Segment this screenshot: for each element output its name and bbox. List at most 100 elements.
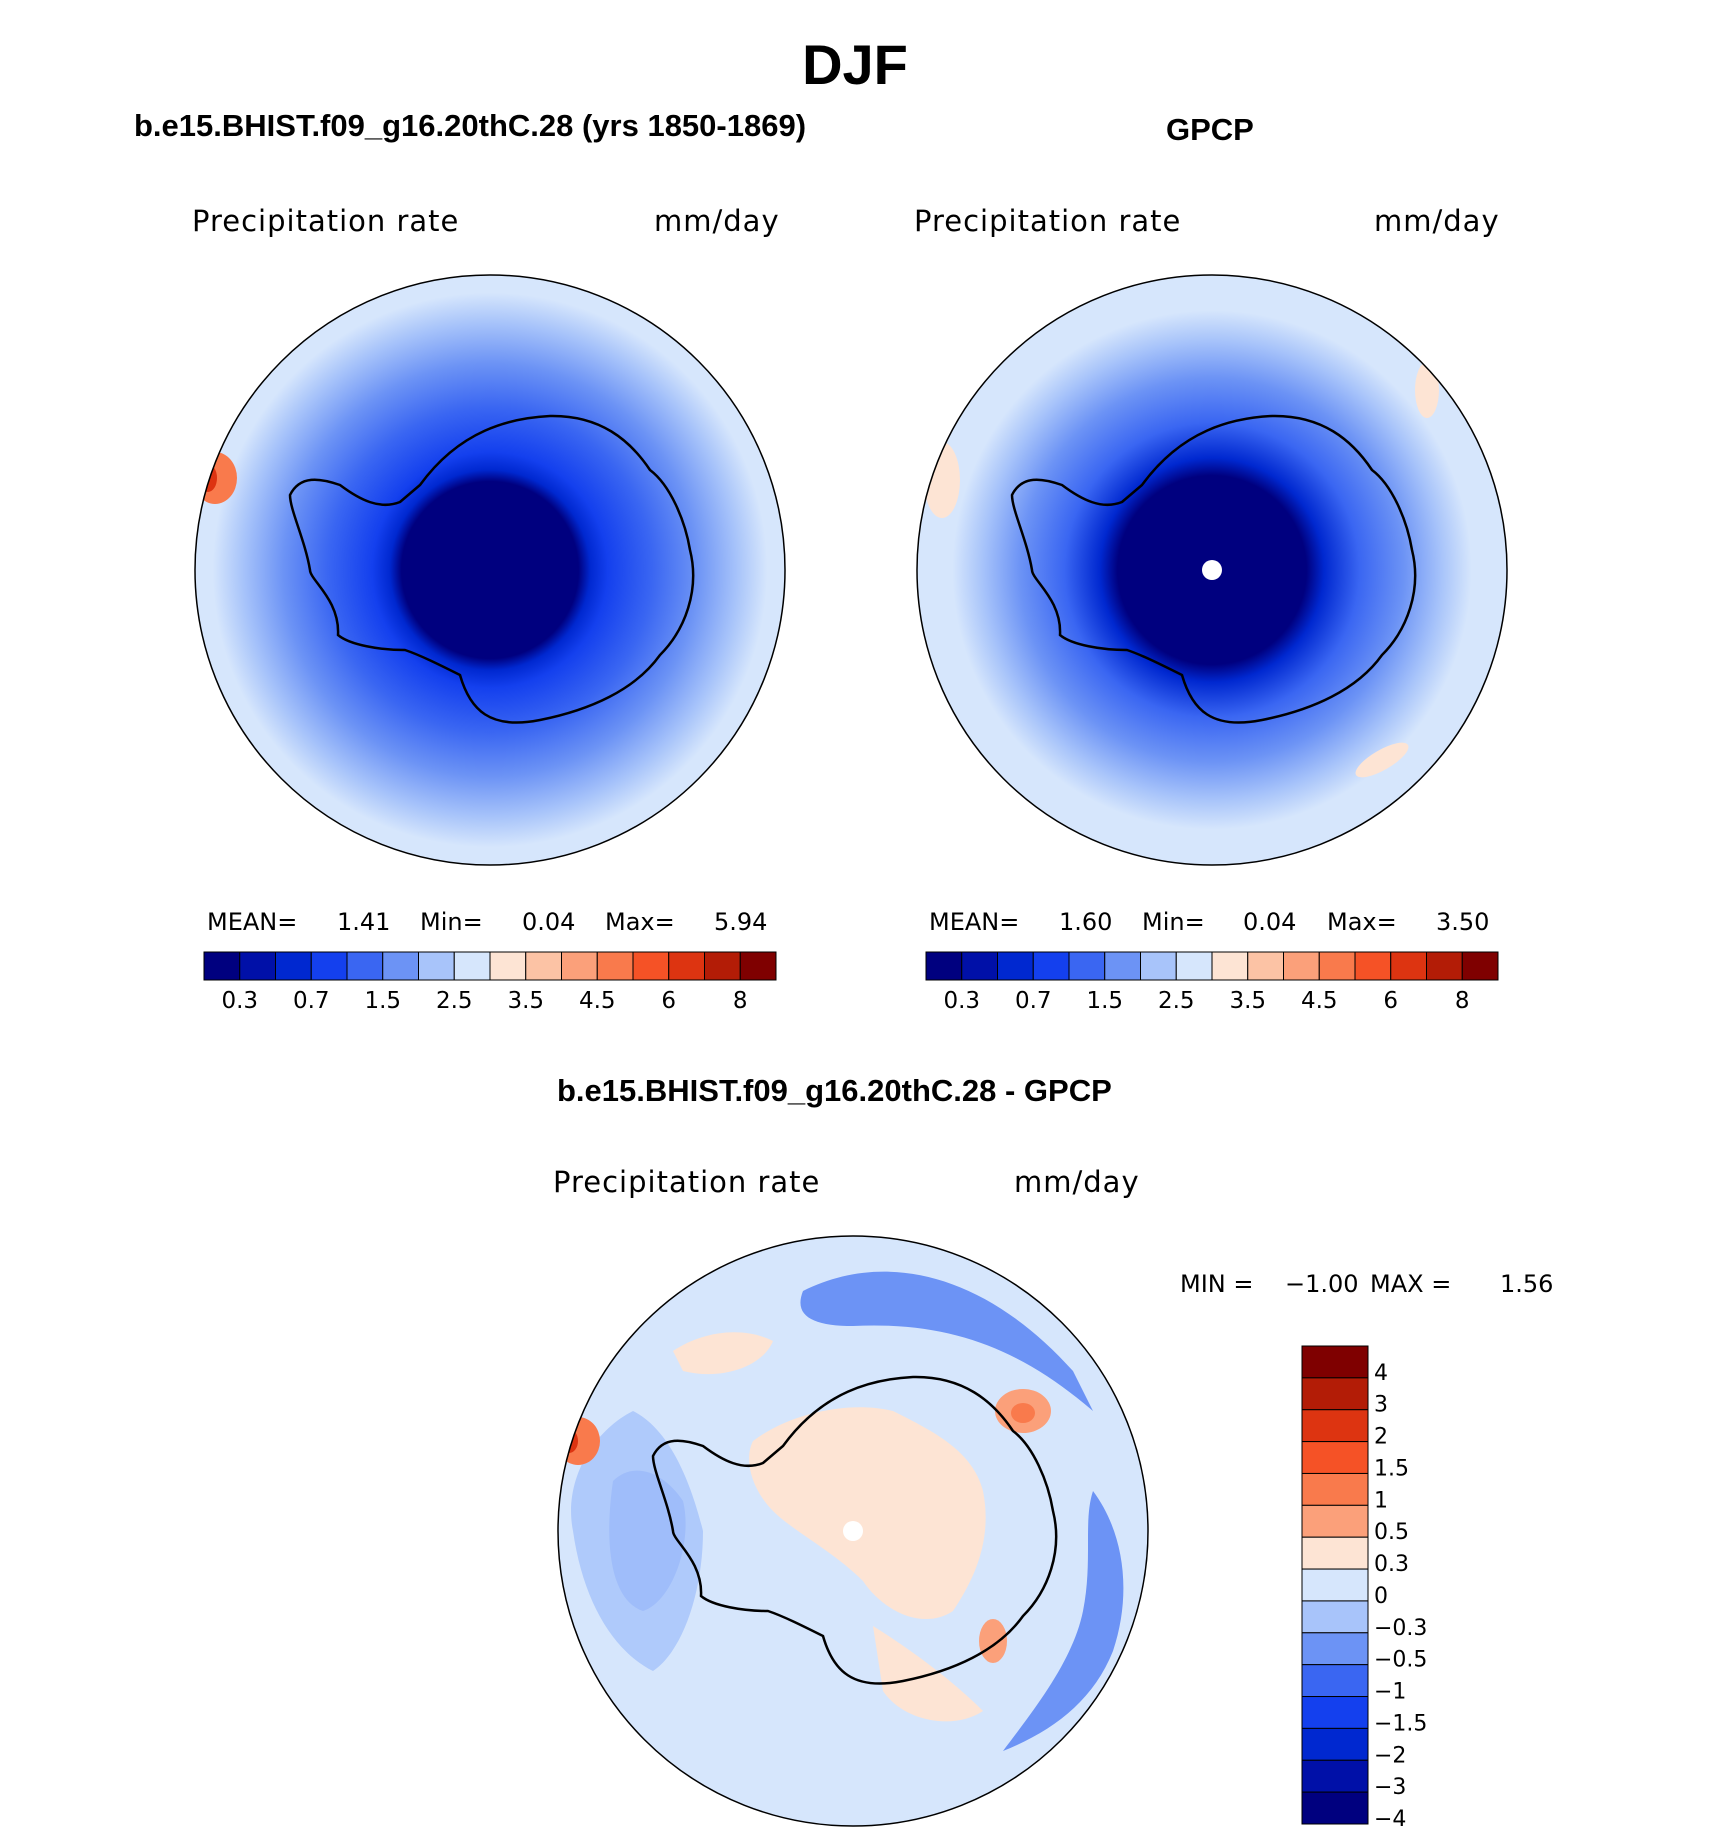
panel3-coastline [651, 1375, 1058, 1685]
colorbar-swatch [1301, 1504, 1369, 1538]
panel3-title: b.e15.BHIST.f09_g16.20thC.28 - GPCP [557, 1073, 1112, 1108]
colorbar-swatch [310, 951, 348, 981]
colorbar-swatch [1301, 1791, 1369, 1825]
colorbar-tick-label: −0.3 [1374, 1616, 1427, 1641]
panel1-max-label: Max= [605, 908, 675, 936]
colorbar-swatch [489, 951, 527, 981]
panel3-min-value: −1.00 [1285, 1270, 1359, 1298]
panel1-mean-value: 1.41 [337, 908, 391, 936]
colorbar-tick-label: 4 [1374, 1361, 1388, 1386]
panel1-max-value: 5.94 [714, 908, 768, 936]
colorbar-tick-label: −0.5 [1374, 1648, 1427, 1673]
colorbar-tick-label: 3 [1374, 1393, 1388, 1418]
colorbar-tick-label: 0.7 [293, 988, 330, 1014]
panel1-field [195, 275, 785, 865]
panel2-min-value: 0.04 [1243, 908, 1297, 936]
colorbar-tick-label: −1.5 [1374, 1711, 1427, 1736]
colorbar-tick-label: 6 [661, 988, 676, 1014]
colorbar-tick-label: 1.5 [1374, 1456, 1409, 1481]
colorbar-tick-label: 3.5 [507, 988, 544, 1014]
panel2-coastline [1010, 414, 1417, 724]
colorbar-swatch [418, 951, 455, 981]
panel3-pole-marker [843, 1521, 863, 1541]
colorbar-swatch [1301, 1632, 1369, 1666]
panel3-units-label: mm/day [1014, 1165, 1140, 1199]
panel1-mean-label: MEAN= [207, 908, 298, 936]
panel1-units-label: mm/day [654, 204, 780, 238]
panel2-units-label: mm/day [1374, 204, 1500, 238]
panel1-map [194, 274, 786, 866]
colorbar-tick-label: 8 [1455, 988, 1470, 1014]
panel1-coastline [288, 414, 695, 724]
colorbar-tick-label: 0.5 [1374, 1520, 1409, 1545]
colorbar-tick-label: 4.5 [1301, 988, 1338, 1014]
colorbar-swatch [961, 951, 998, 981]
colorbar-swatch [453, 951, 491, 981]
colorbar-tick-label: 0.3 [221, 988, 258, 1014]
panel2-colorbar: 0.3 0.7 1.5 2.5 3.5 4.5 6 8 [925, 951, 1499, 1014]
colorbar-tick-label: −2 [1374, 1743, 1406, 1768]
panel1-title: b.e15.BHIST.f09_g16.20thC.28 (yrs 1850-1… [134, 108, 807, 143]
colorbar-tick-label: 6 [1383, 988, 1398, 1014]
colorbar-swatch [1318, 951, 1356, 981]
panel3-colorbar: 4 3 2 1.5 1 0.5 0.3 0 −0.3 −0.5 −1 −1.5 −2 −3 −4 [1301, 1345, 1427, 1830]
panel1-field-label: Precipitation rate [192, 204, 460, 238]
colorbar-tick-label: 2.5 [436, 988, 473, 1014]
colorbar-swatch [632, 951, 670, 981]
panel2-max-label: Max= [1327, 908, 1397, 936]
colorbar-tick-label: −1 [1374, 1680, 1406, 1705]
colorbar-swatch [925, 951, 963, 981]
panel3-map-border [557, 1235, 1149, 1827]
colorbar-swatch [739, 951, 777, 981]
panel1-map-border [194, 274, 786, 866]
colorbar-tick-label: 0.3 [1374, 1552, 1409, 1577]
colorbar-tick-label: −3 [1374, 1775, 1406, 1800]
colorbar-swatch [997, 951, 1034, 981]
colorbar-tick-label: 1 [1374, 1488, 1388, 1513]
colorbar-tick-label: 2.5 [1158, 988, 1195, 1014]
panel2-max-value: 3.50 [1436, 908, 1490, 936]
colorbar-swatch [1211, 951, 1249, 981]
colorbar-tick-label: 0.7 [1015, 988, 1052, 1014]
colorbar-swatch [382, 951, 419, 981]
colorbar-swatch [1426, 951, 1463, 981]
colorbar-swatch [668, 951, 705, 981]
colorbar-swatch [561, 951, 598, 981]
colorbar-swatch [1301, 1759, 1369, 1793]
panel3-field-label: Precipitation rate [553, 1165, 821, 1199]
colorbar-tick-label: 0.3 [943, 988, 980, 1014]
colorbar-swatch [1301, 1696, 1369, 1729]
colorbar-swatch [1301, 1600, 1369, 1634]
colorbar-swatch [525, 951, 562, 981]
colorbar-tick-label: 2 [1374, 1425, 1388, 1450]
colorbar-swatch [1390, 951, 1427, 981]
colorbar-tick-label: 0 [1374, 1584, 1388, 1609]
colorbar-swatch [1301, 1727, 1369, 1761]
colorbar-swatch [1247, 951, 1284, 981]
colorbar-swatch [239, 951, 276, 981]
colorbar-swatch [1068, 951, 1106, 981]
panel1-min-label: Min= [420, 908, 483, 936]
colorbar-swatch [704, 951, 741, 981]
colorbar-swatch [1032, 951, 1070, 981]
colorbar-tick-label: 8 [733, 988, 748, 1014]
colorbar-swatch [1301, 1345, 1369, 1379]
panel2-min-label: Min= [1142, 908, 1205, 936]
colorbar-swatch [1140, 951, 1177, 981]
panel2-pole-marker [1202, 560, 1222, 580]
colorbar-swatch [1301, 1377, 1369, 1411]
colorbar-swatch [1283, 951, 1320, 981]
panel3-max-label: MAX = [1370, 1270, 1452, 1298]
panel2-map [916, 274, 1508, 866]
colorbar-swatch [203, 951, 241, 981]
colorbar-tick-label: 1.5 [1086, 988, 1123, 1014]
colorbar-tick-label: −4 [1374, 1807, 1406, 1830]
colorbar-swatch [1354, 951, 1392, 981]
panel2-map-border [916, 274, 1508, 866]
colorbar-swatch [1301, 1536, 1369, 1570]
colorbar-swatch [346, 951, 384, 981]
colorbar-swatch [1301, 1664, 1369, 1698]
colorbar-swatch [1301, 1409, 1369, 1443]
colorbar-swatch [275, 951, 312, 981]
colorbar-swatch [1461, 951, 1499, 981]
